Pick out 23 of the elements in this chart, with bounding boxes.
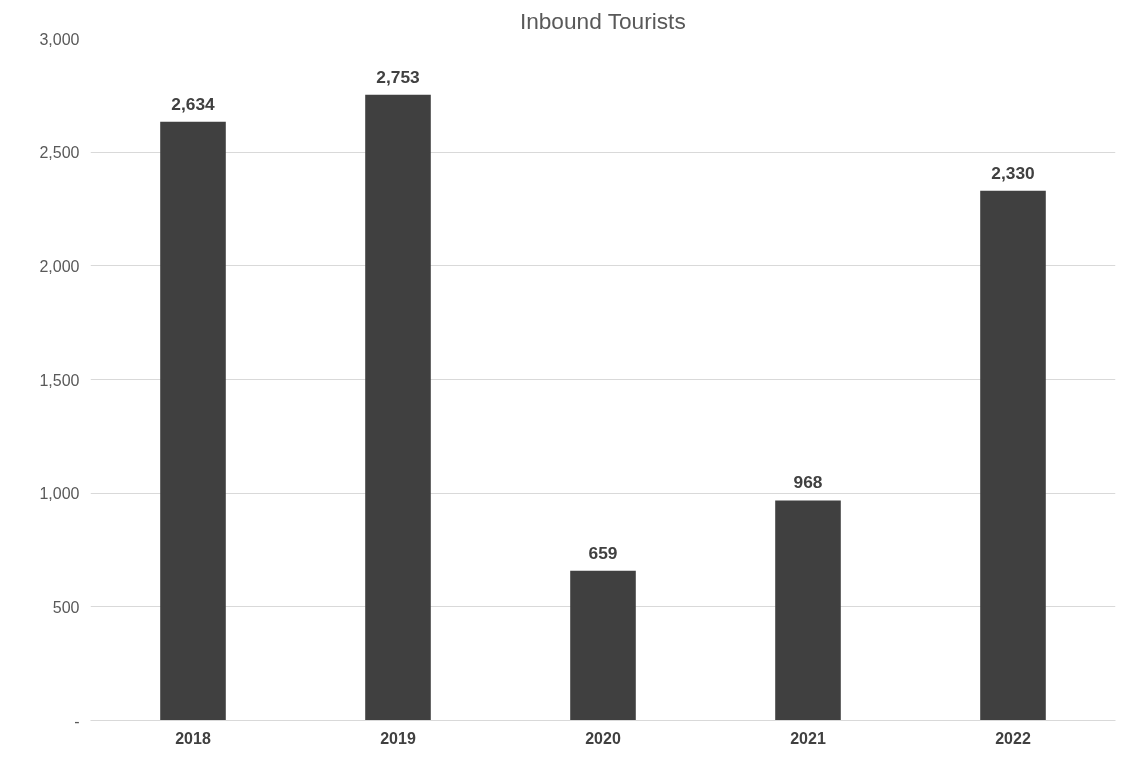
chart-title: Inbound Tourists (519, 7, 686, 34)
data-label: 968 (793, 472, 823, 493)
y-tick-label: 1,500 (39, 371, 80, 389)
bar (570, 570, 636, 721)
data-label: 2,634 (171, 93, 216, 114)
y-tick-label: 3,000 (39, 30, 80, 48)
bar (775, 500, 841, 721)
x-tick-label: 2018 (175, 729, 211, 747)
bar (980, 190, 1046, 721)
y-tick-label: 2,000 (39, 257, 80, 275)
data-label: 659 (588, 542, 618, 563)
x-tick-label: 2019 (380, 729, 416, 747)
y-tick-label: 2,500 (39, 144, 80, 162)
y-tick-label: 500 (52, 598, 80, 616)
y-tick-label: 1,000 (39, 485, 80, 503)
y-tick-label: - (74, 712, 80, 730)
x-tick-label: 2020 (585, 729, 621, 747)
data-label: 2,330 (991, 162, 1035, 183)
data-label: 2,753 (376, 66, 421, 87)
bar (160, 121, 226, 721)
x-tick-label: 2022 (995, 729, 1031, 747)
x-tick-label: 2021 (790, 729, 826, 747)
bar (365, 94, 431, 721)
